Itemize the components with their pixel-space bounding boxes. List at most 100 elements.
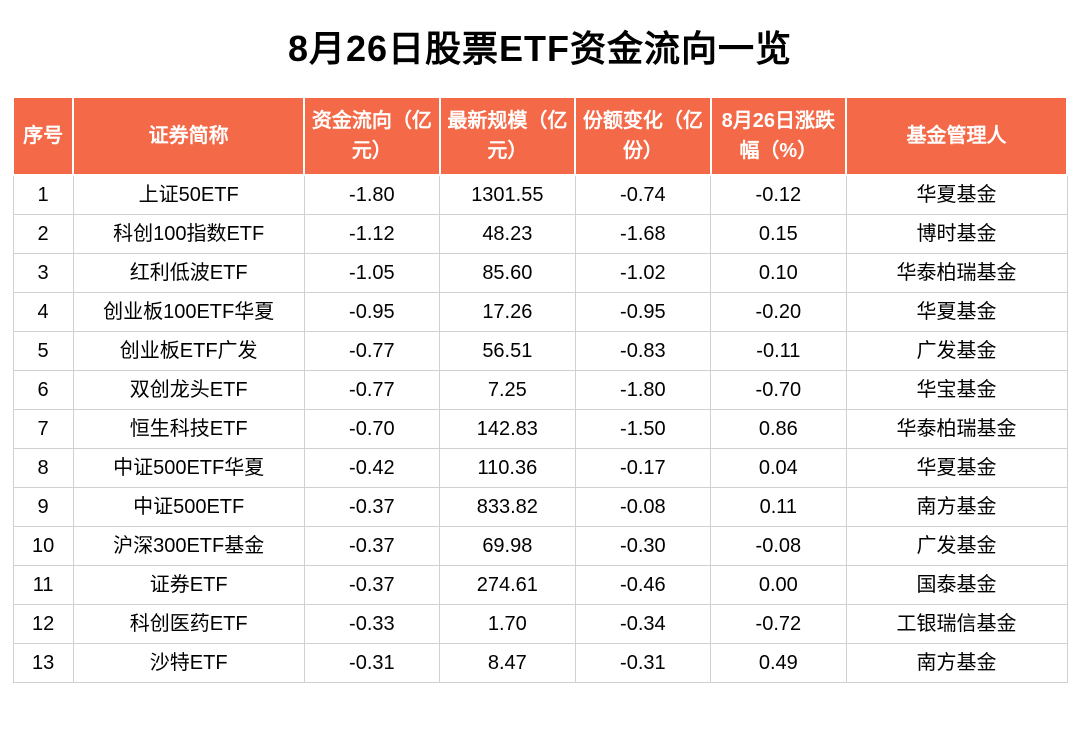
th-seq: 序号 (13, 97, 73, 175)
cell-scale: 110.36 (440, 449, 576, 488)
table-row: 9中证500ETF-0.37833.82-0.080.11南方基金 (13, 488, 1067, 527)
cell-seq: 5 (13, 332, 73, 371)
table-row: 5创业板ETF广发-0.7756.51-0.83-0.11广发基金 (13, 332, 1067, 371)
cell-share: -1.80 (575, 371, 711, 410)
cell-seq: 11 (13, 566, 73, 605)
table-row: 13沙特ETF-0.318.47-0.310.49南方基金 (13, 644, 1067, 683)
cell-mgr: 华夏基金 (846, 175, 1067, 215)
cell-name: 上证50ETF (73, 175, 304, 215)
cell-mgr: 广发基金 (846, 527, 1067, 566)
cell-scale: 142.83 (440, 410, 576, 449)
table-header-row: 序号 证券简称 资金流向（亿元） 最新规模（亿元） 份额变化（亿份） 8月26日… (13, 97, 1067, 175)
cell-seq: 2 (13, 215, 73, 254)
cell-share: -0.46 (575, 566, 711, 605)
table-row: 8中证500ETF华夏-0.42110.36-0.170.04华夏基金 (13, 449, 1067, 488)
cell-share: -0.95 (575, 293, 711, 332)
cell-pct: -0.08 (711, 527, 847, 566)
table-row: 11证券ETF-0.37274.61-0.460.00国泰基金 (13, 566, 1067, 605)
cell-mgr: 工银瑞信基金 (846, 605, 1067, 644)
cell-scale: 7.25 (440, 371, 576, 410)
cell-scale: 1301.55 (440, 175, 576, 215)
cell-name: 创业板100ETF华夏 (73, 293, 304, 332)
cell-mgr: 南方基金 (846, 644, 1067, 683)
cell-name: 中证500ETF华夏 (73, 449, 304, 488)
cell-mgr: 华夏基金 (846, 293, 1067, 332)
cell-flow: -0.95 (304, 293, 440, 332)
cell-pct: 0.49 (711, 644, 847, 683)
cell-flow: -0.33 (304, 605, 440, 644)
cell-seq: 7 (13, 410, 73, 449)
cell-flow: -0.37 (304, 527, 440, 566)
cell-name: 沪深300ETF基金 (73, 527, 304, 566)
cell-pct: 0.10 (711, 254, 847, 293)
cell-name: 红利低波ETF (73, 254, 304, 293)
cell-scale: 1.70 (440, 605, 576, 644)
cell-name: 科创100指数ETF (73, 215, 304, 254)
table-body: 1上证50ETF-1.801301.55-0.74-0.12华夏基金2科创100… (13, 175, 1067, 683)
cell-share: -1.02 (575, 254, 711, 293)
table-row: 12科创医药ETF-0.331.70-0.34-0.72工银瑞信基金 (13, 605, 1067, 644)
cell-name: 恒生科技ETF (73, 410, 304, 449)
cell-seq: 6 (13, 371, 73, 410)
cell-scale: 85.60 (440, 254, 576, 293)
cell-flow: -0.37 (304, 488, 440, 527)
cell-seq: 13 (13, 644, 73, 683)
cell-pct: -0.70 (711, 371, 847, 410)
cell-share: -1.50 (575, 410, 711, 449)
table-row: 6双创龙头ETF-0.777.25-1.80-0.70华宝基金 (13, 371, 1067, 410)
cell-mgr: 华宝基金 (846, 371, 1067, 410)
cell-pct: -0.12 (711, 175, 847, 215)
cell-pct: 0.15 (711, 215, 847, 254)
table-row: 3红利低波ETF-1.0585.60-1.020.10华泰柏瑞基金 (13, 254, 1067, 293)
cell-pct: -0.11 (711, 332, 847, 371)
cell-flow: -0.37 (304, 566, 440, 605)
cell-share: -0.34 (575, 605, 711, 644)
cell-scale: 833.82 (440, 488, 576, 527)
cell-mgr: 华泰柏瑞基金 (846, 254, 1067, 293)
etf-flow-table: 序号 证券简称 资金流向（亿元） 最新规模（亿元） 份额变化（亿份） 8月26日… (12, 96, 1068, 683)
table-row: 4创业板100ETF华夏-0.9517.26-0.95-0.20华夏基金 (13, 293, 1067, 332)
cell-mgr: 南方基金 (846, 488, 1067, 527)
cell-seq: 9 (13, 488, 73, 527)
th-share: 份额变化（亿份） (575, 97, 711, 175)
cell-share: -0.30 (575, 527, 711, 566)
cell-seq: 12 (13, 605, 73, 644)
cell-name: 创业板ETF广发 (73, 332, 304, 371)
cell-mgr: 博时基金 (846, 215, 1067, 254)
cell-share: -0.17 (575, 449, 711, 488)
cell-flow: -0.77 (304, 371, 440, 410)
cell-scale: 48.23 (440, 215, 576, 254)
cell-seq: 1 (13, 175, 73, 215)
cell-scale: 56.51 (440, 332, 576, 371)
th-mgr: 基金管理人 (846, 97, 1067, 175)
cell-flow: -1.80 (304, 175, 440, 215)
cell-mgr: 广发基金 (846, 332, 1067, 371)
table-row: 1上证50ETF-1.801301.55-0.74-0.12华夏基金 (13, 175, 1067, 215)
cell-pct: 0.04 (711, 449, 847, 488)
cell-share: -1.68 (575, 215, 711, 254)
cell-share: -0.83 (575, 332, 711, 371)
cell-scale: 17.26 (440, 293, 576, 332)
th-scale: 最新规模（亿元） (440, 97, 576, 175)
cell-seq: 8 (13, 449, 73, 488)
page-title: 8月26日股票ETF资金流向一览 (12, 20, 1068, 72)
cell-mgr: 华泰柏瑞基金 (846, 410, 1067, 449)
th-pct: 8月26日涨跌幅（%） (711, 97, 847, 175)
cell-pct: 0.00 (711, 566, 847, 605)
cell-mgr: 国泰基金 (846, 566, 1067, 605)
cell-pct: -0.20 (711, 293, 847, 332)
th-flow: 资金流向（亿元） (304, 97, 440, 175)
cell-flow: -0.70 (304, 410, 440, 449)
cell-flow: -1.12 (304, 215, 440, 254)
cell-name: 科创医药ETF (73, 605, 304, 644)
cell-seq: 4 (13, 293, 73, 332)
cell-name: 沙特ETF (73, 644, 304, 683)
cell-name: 中证500ETF (73, 488, 304, 527)
table-row: 2科创100指数ETF-1.1248.23-1.680.15博时基金 (13, 215, 1067, 254)
cell-scale: 69.98 (440, 527, 576, 566)
cell-flow: -1.05 (304, 254, 440, 293)
cell-name: 双创龙头ETF (73, 371, 304, 410)
cell-scale: 274.61 (440, 566, 576, 605)
table-row: 10沪深300ETF基金-0.3769.98-0.30-0.08广发基金 (13, 527, 1067, 566)
cell-name: 证券ETF (73, 566, 304, 605)
